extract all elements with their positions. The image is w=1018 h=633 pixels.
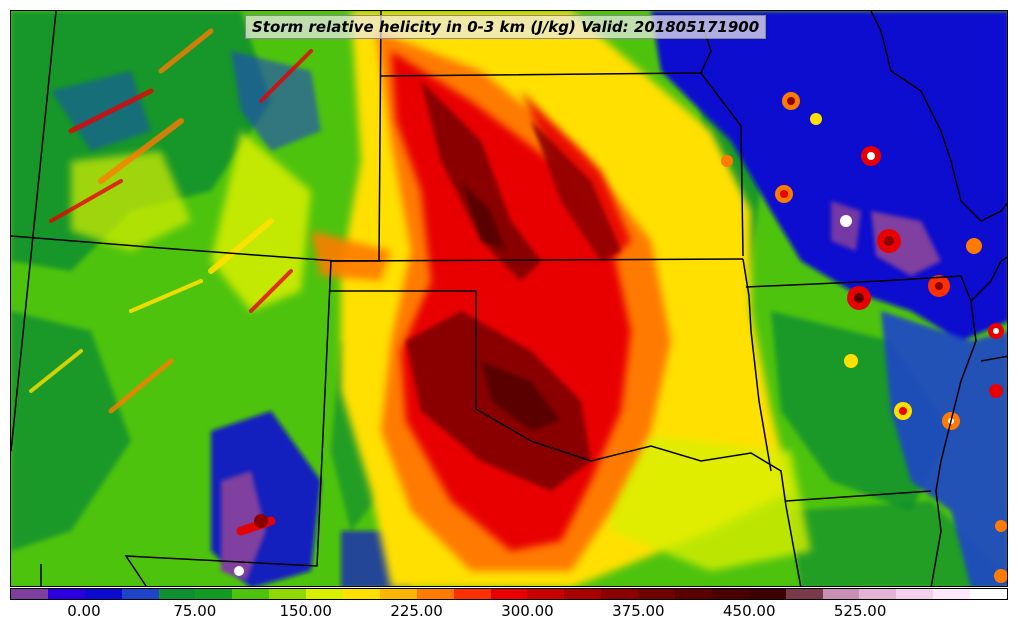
colorbar-swatch — [527, 589, 565, 599]
colorbar-swatch — [711, 589, 749, 599]
colorbar-tick-label: 75.00 — [173, 602, 217, 620]
colorbar-swatch — [785, 589, 823, 599]
colorbar-swatch — [638, 589, 676, 599]
colorbar-swatch — [859, 589, 897, 599]
colorbar-swatch — [748, 589, 786, 599]
storm-cells — [234, 92, 1007, 583]
helicity-field-canvas — [11, 11, 1007, 586]
colorbar-swatch — [601, 589, 639, 599]
colorbar-tick-label: 150.00 — [279, 602, 332, 620]
map-title: Storm relative helicity in 0-3 km (J/kg)… — [245, 15, 767, 39]
colorbar-swatch — [970, 589, 1008, 599]
colorbar-swatch — [453, 589, 491, 599]
colorbar-tick-label: 525.00 — [833, 602, 887, 620]
field-streaks — [29, 28, 313, 536]
colorbar-tick-label: 225.00 — [390, 602, 443, 620]
colorbar-swatch — [84, 589, 122, 599]
colorbar-swatch — [158, 589, 196, 599]
colorbar-tick-label: 450.00 — [723, 602, 776, 620]
colorbar-swatch — [896, 589, 934, 599]
colorbar-swatch — [232, 589, 270, 599]
colorbar-swatch — [11, 589, 48, 599]
colorbar-tick-label: 300.00 — [501, 602, 554, 620]
colorbar-swatch — [379, 589, 417, 599]
colorbar-tick-labels: 0.00 75.00 150.00 225.00 300.00 375.00 450.00 5… — [10, 602, 1008, 624]
helicity-map — [10, 10, 1008, 587]
colorbar-swatch — [490, 589, 528, 599]
colorbar-swatch — [195, 589, 233, 599]
colorbar-swatch — [47, 589, 85, 599]
colorbar-tick-label: 375.00 — [612, 602, 665, 620]
colorbar-swatch — [675, 589, 712, 599]
colorbar-swatch — [269, 589, 307, 599]
colorbar-swatch — [343, 589, 380, 599]
colorbar — [10, 588, 1008, 600]
colorbar-swatch — [416, 589, 454, 599]
colorbar-swatch — [564, 589, 602, 599]
state-boundaries — [11, 11, 1007, 586]
colorbar-swatch — [306, 589, 344, 599]
colorbar-swatch — [933, 589, 971, 599]
colorbar-swatch — [121, 589, 159, 599]
colorbar-swatch — [822, 589, 860, 599]
colorbar-tick-label: 0.00 — [67, 602, 101, 620]
